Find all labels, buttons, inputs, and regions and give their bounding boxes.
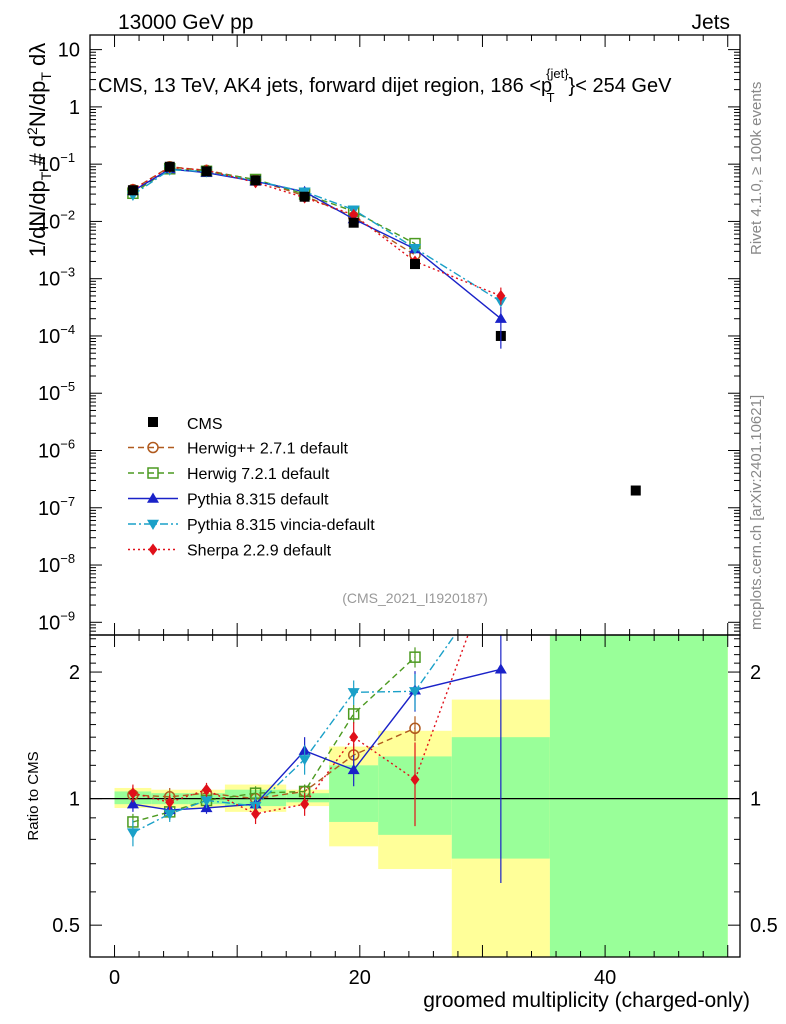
header-process: 13000 GeV pp [118, 11, 253, 34]
y-tick-label-ratio: 0.5 [52, 915, 80, 937]
series-2-ratio-point [494, 663, 507, 674]
legend-marker-3 [147, 519, 159, 530]
series-4-ratio-point [128, 787, 138, 800]
legend-cms-marker [148, 417, 158, 427]
y-tick-label-main: 10−4 [38, 322, 75, 348]
legend-label-1: Herwig 7.2.1 default [187, 466, 330, 483]
y-axis-label-ratio: Ratio to CMS [25, 751, 42, 840]
series-2-ratio-point [347, 763, 360, 775]
series-3-ratio-point [495, 566, 507, 576]
cms-data-point [127, 185, 138, 196]
legend-label-2: Pythia 8.315 default [187, 492, 329, 509]
mcplots-label: mcplots.cern.ch [arXiv:2401.10621] [748, 395, 765, 630]
header-category: Jets [691, 11, 730, 34]
cms-data-point [348, 217, 359, 228]
series-4-main-line [132, 166, 502, 297]
band-green-4 [286, 793, 330, 803]
y-tick-label-ratio-right: 0.5 [750, 915, 778, 937]
cms-data-point [164, 161, 175, 172]
series-4-ratio-point [349, 731, 359, 744]
y-tick-label-main: 10−1 [38, 150, 75, 176]
plot-title: CMS, 13 TeV, AK4 jets, forward dijet reg… [98, 66, 672, 105]
series-4-ratio-point [165, 796, 175, 809]
legend-marker-2 [147, 492, 159, 503]
y-tick-label-main: 10 [58, 40, 80, 62]
legend-label-3: Pythia 8.315 vincia-default [187, 517, 375, 534]
cms-data-point [630, 485, 641, 496]
y-tick-label-ratio-right: 1 [750, 789, 761, 811]
axis-tick-labels: 0 20 40 10 1 10−1 10−2 10−3 10−4 10−5 10−6 10−7 10−8… [38, 40, 778, 989]
series-4-ratio-point [496, 539, 505, 551]
cms-data-point [201, 166, 212, 177]
series-2-ratio-line [132, 668, 502, 811]
series-3-ratio-point [409, 687, 421, 698]
legend-marker-4 [148, 543, 158, 556]
series-3-main-point [409, 244, 421, 255]
y-tick-label-main: 10−2 [38, 207, 75, 233]
rivet-version-label: Rivet 4.1.0, ≥ 100k events [748, 82, 765, 255]
y-tick-label-ratio-right: 2 [750, 662, 761, 684]
series-2-ratio-point [126, 798, 139, 809]
cms-data-point [299, 191, 310, 202]
series-4-ratio-point [202, 783, 212, 796]
analysis-id: (CMS_2021_I1920187) [342, 590, 488, 606]
series-1-main-line [132, 168, 416, 245]
series-4-ratio-point [251, 807, 261, 820]
series-3-ratio-point [200, 796, 213, 807]
y-tick-label-main: 10−9 [38, 608, 75, 634]
series-3-ratio-point [347, 688, 360, 699]
y-tick-label-main: 10−3 [38, 265, 75, 291]
legend-marker-0 [147, 441, 159, 454]
series-0-ratio-point [409, 722, 421, 735]
y-tick-label-main: 10−7 [38, 494, 75, 520]
series-3-ratio-point [163, 809, 176, 820]
series-4-ratio-point [410, 773, 420, 786]
series-3-ratio-line [132, 635, 456, 834]
series-4-ratio-line [132, 635, 469, 815]
y-tick-label-ratio: 1 [69, 789, 80, 811]
x-tick-label: 0 [109, 967, 120, 989]
band-green-8 [549, 635, 728, 957]
series-0-main-line [132, 166, 416, 256]
ratio-plot-frame [89, 634, 741, 958]
y-tick-label-main: 10−6 [38, 436, 75, 462]
y-tick-label-ratio: 2 [69, 662, 80, 684]
series-1-ratio-point [409, 651, 421, 663]
y-tick-label-main: 10−8 [38, 551, 75, 577]
cms-data-point [250, 175, 261, 186]
main-plot-series [126, 161, 641, 496]
legend-label-0: Herwig++ 2.7.1 default [187, 441, 349, 458]
series-3-main-line [132, 168, 502, 303]
axis-ticks [90, 35, 740, 957]
legend-label-4: Sherpa 2.2.9 default [187, 543, 332, 560]
y-axis-label-main-text: 1/dN/dpT # d2N/dpT dλ [24, 43, 54, 258]
series-1-ratio-point [347, 708, 360, 720]
legend-marker-1 [147, 467, 159, 479]
x-axis-label: groomed multiplicity (charged-only) [423, 989, 750, 1012]
y-axis-label-main: 1/dN/dpT # d2N/dpT dλ [24, 43, 54, 258]
y-tick-label-main: 1 [69, 97, 80, 119]
series-3-ratio-point [126, 828, 139, 839]
y-tick-label-main: 10−5 [38, 379, 75, 405]
series-2-main-line [132, 168, 502, 320]
legend: CMS Herwig++ 2.7.1 default Herwig 7.2.1 de… [128, 416, 375, 560]
legend-cms-label: CMS [187, 416, 223, 433]
x-tick-label: 40 [594, 967, 616, 989]
ratio-plot-series [126, 539, 507, 883]
x-tick-label: 20 [349, 967, 371, 989]
cms-data-point [410, 259, 420, 270]
series-4-ratio-point [300, 798, 310, 811]
series-3-ratio-point [298, 755, 311, 766]
